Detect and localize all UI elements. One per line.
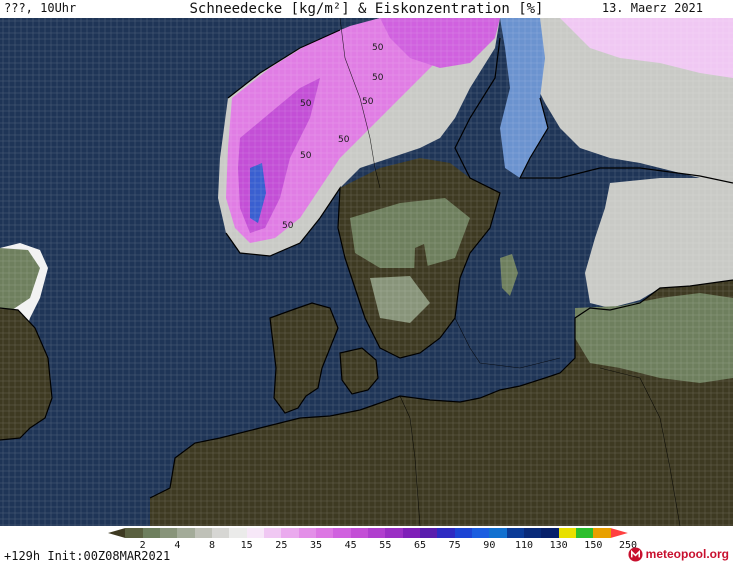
legend-swatch <box>125 528 143 538</box>
legend-swatch <box>506 528 524 538</box>
forecast-init-label: +129h Init:00Z08MAR2021 <box>4 549 171 563</box>
legend-label: 2 <box>139 540 146 551</box>
contour-label: 50 <box>362 97 374 107</box>
legend-swatch <box>298 528 316 538</box>
legend-label: 4 <box>174 540 181 551</box>
legend-label: 150 <box>584 540 603 551</box>
run-label: ???, 10Uhr <box>4 1 77 15</box>
legend-label: 55 <box>379 540 392 551</box>
legend-swatch <box>489 528 507 538</box>
legend-label: 45 <box>344 540 357 551</box>
legend-swatch <box>246 528 264 538</box>
borders <box>339 18 681 526</box>
meteopool-logo-icon <box>628 546 643 562</box>
legend-label: 75 <box>448 540 461 551</box>
brand-logo[interactable]: meteopool.org <box>628 545 729 563</box>
legend-swatch <box>610 528 628 538</box>
contour-label: 50 <box>372 73 384 83</box>
valid-date: 13. Maerz 2021 <box>601 1 703 15</box>
contour-label: 50 <box>338 135 350 145</box>
legend-label: 130 <box>549 540 568 551</box>
contour-label: 50 <box>282 221 294 231</box>
contour-label: 50 <box>300 99 312 109</box>
snow-cover-map: 50 50 50 50 50 50 50 <box>0 18 733 526</box>
header: ???, 10Uhr Schneedecke [kg/m²] & Eiskonz… <box>0 0 733 18</box>
legend-label: 25 <box>275 540 288 551</box>
map-canvas: 50 50 50 50 50 50 50 <box>0 18 733 526</box>
legend-swatch <box>402 528 420 538</box>
legend-label: 8 <box>208 540 216 551</box>
legend-swatch <box>159 528 178 538</box>
legend-swatch <box>281 528 299 538</box>
contour-label: 50 <box>372 43 384 53</box>
legend-swatch <box>263 528 282 538</box>
legend-label: 110 <box>514 540 534 551</box>
legend-swatch <box>229 528 247 538</box>
legend-swatch <box>385 528 403 538</box>
legend-swatch <box>177 528 195 538</box>
legend-label: 90 <box>483 540 496 551</box>
legend-color-bar <box>108 528 628 538</box>
legend-label: 35 <box>309 540 323 551</box>
legend-swatch <box>575 528 594 538</box>
legend-swatch <box>211 528 230 538</box>
legend-label: 250 <box>618 540 638 551</box>
brand-name: meteopool.org <box>645 547 729 561</box>
legend-swatch <box>142 528 160 538</box>
legend-swatch <box>541 528 559 538</box>
legend-swatch <box>194 528 212 538</box>
map-title: Schneedecke [kg/m²] & Eiskonzentration [… <box>189 1 544 17</box>
legend-swatch <box>108 528 126 538</box>
legend-swatch <box>558 528 576 538</box>
legend-swatch <box>437 528 455 538</box>
legend-label: 15 <box>240 540 253 551</box>
legend-swatch <box>367 528 386 538</box>
color-legend: 2 4 8 15 25 35 45 55 65 75 90 110 130 150 250 <box>108 528 637 564</box>
legend-labels: 2 4 8 15 25 35 45 55 65 75 90 110 130 150 250 <box>108 540 637 554</box>
legend-swatch <box>419 528 438 538</box>
contour-label: 50 <box>300 151 312 161</box>
legend-label: 65 <box>413 540 427 551</box>
coastlines <box>0 29 733 499</box>
legend-swatch <box>471 528 490 538</box>
legend-swatch <box>454 528 472 538</box>
legend-swatch <box>333 528 351 538</box>
legend-swatch <box>593 528 611 538</box>
legend-swatch <box>523 528 542 538</box>
legend-swatch <box>315 528 334 538</box>
legend-swatch <box>350 528 368 538</box>
grid-hatch <box>0 18 733 526</box>
